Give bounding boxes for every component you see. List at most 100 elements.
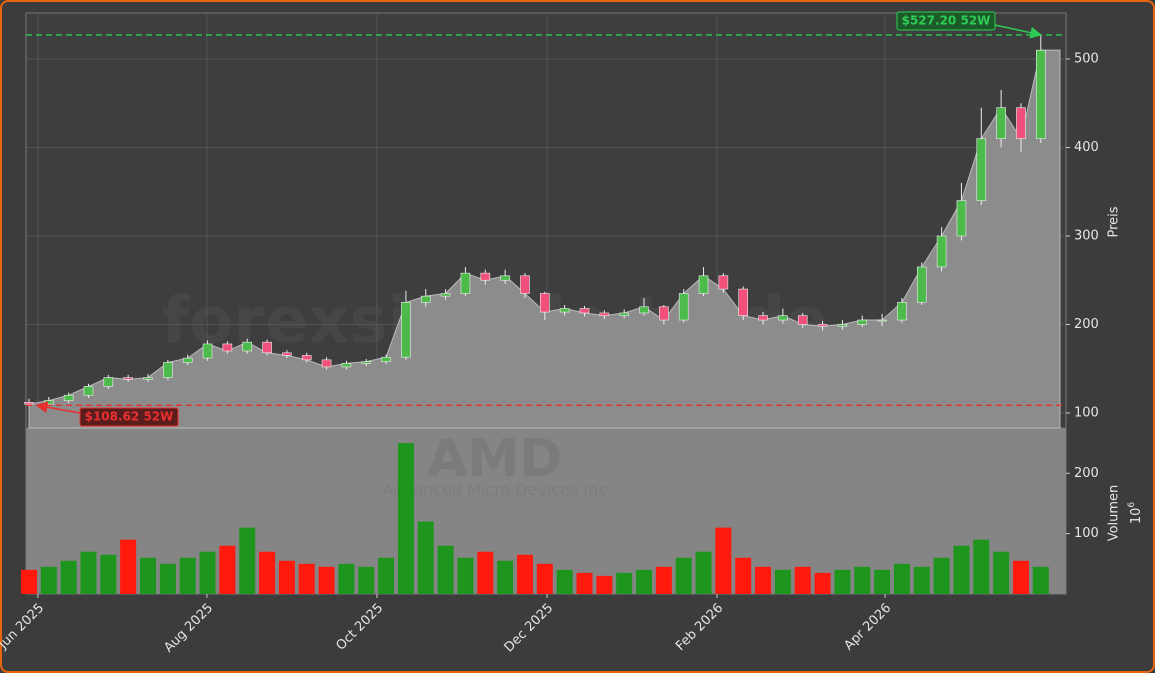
candle-body xyxy=(520,275,530,294)
candle-body xyxy=(916,266,927,303)
candle-body xyxy=(619,312,629,316)
axis-scale-exponent: 6 xyxy=(1127,502,1137,508)
y-tick-label: 100 xyxy=(1074,405,1099,420)
y-tick-label: 300 xyxy=(1074,228,1099,243)
candle-body xyxy=(262,341,272,354)
annotation-box xyxy=(79,407,179,427)
annotation-arrow xyxy=(994,24,1043,39)
x-tick-label: Dec 2025 xyxy=(502,601,557,656)
candle-body xyxy=(1036,49,1046,139)
volume-bar xyxy=(516,554,533,594)
volume-bar xyxy=(60,560,77,594)
volume-bar xyxy=(100,554,117,594)
y-tick-label: 500 xyxy=(1074,52,1099,67)
candle-body xyxy=(440,293,451,297)
candle-body xyxy=(381,356,391,362)
volume-bar xyxy=(457,557,474,594)
candle-body xyxy=(718,275,729,290)
candle-body xyxy=(202,343,213,359)
candle-body xyxy=(63,394,74,401)
candle-body xyxy=(540,293,550,313)
volume-bar xyxy=(874,569,891,594)
y-axis-label: Preis xyxy=(1107,206,1122,237)
candle-body xyxy=(837,324,848,327)
volume-bar xyxy=(159,563,176,594)
volume-bar xyxy=(616,572,633,594)
volume-bar xyxy=(338,563,355,594)
candle-body xyxy=(976,138,987,201)
volume-bar xyxy=(636,569,653,594)
candle-body xyxy=(282,352,292,356)
annotation-box xyxy=(896,11,996,31)
volume-bar xyxy=(735,557,752,594)
candle-body xyxy=(500,275,510,281)
volume-bar xyxy=(556,569,573,594)
volume-bar xyxy=(1012,560,1029,594)
volume-bar xyxy=(893,563,910,594)
candle-body xyxy=(599,312,610,316)
volume-bar xyxy=(278,560,295,594)
candle-body xyxy=(857,319,868,325)
volume-bar xyxy=(80,551,97,594)
candle-body xyxy=(24,402,34,405)
candle-body xyxy=(678,293,689,321)
volume-bar xyxy=(179,557,196,594)
candle-body xyxy=(877,319,887,322)
candle-body xyxy=(242,341,253,352)
candle-body xyxy=(817,324,828,327)
volume-bar xyxy=(40,566,57,594)
volume-bar xyxy=(854,566,871,594)
volume-bar xyxy=(417,521,434,594)
candle-body xyxy=(44,400,54,405)
volume-bar xyxy=(695,551,712,594)
volume-bar xyxy=(576,572,593,594)
candle-body xyxy=(321,359,332,368)
candle-body xyxy=(1016,107,1026,139)
y-tick-label: 400 xyxy=(1074,140,1099,155)
volume-bar xyxy=(219,545,236,594)
candle-body xyxy=(778,315,788,321)
candle-body xyxy=(698,275,709,294)
volume-bar xyxy=(655,566,672,594)
volume-bar xyxy=(715,527,732,594)
x-tick-label: Feb 2026 xyxy=(673,601,726,654)
volume-bar xyxy=(834,569,851,594)
candle-body xyxy=(996,107,1006,139)
volume-bar xyxy=(199,551,216,594)
volume-bar xyxy=(913,566,930,594)
y-tick-label: 200 xyxy=(1074,317,1099,332)
volume-bar xyxy=(20,569,37,594)
volume-bar xyxy=(675,557,692,594)
volume-bar xyxy=(774,569,791,594)
volume-bar xyxy=(298,563,315,594)
volume-bar xyxy=(397,443,414,594)
x-tick-label: Oct 2025 xyxy=(333,601,386,654)
volume-bar xyxy=(814,572,831,594)
candle-body xyxy=(659,306,669,321)
volume-bar xyxy=(497,560,514,594)
volume-bar xyxy=(437,545,454,594)
volume-bar xyxy=(477,551,494,594)
volume-bar xyxy=(953,545,970,594)
candle-body xyxy=(401,302,411,358)
candle-body xyxy=(83,386,94,396)
volume-bar xyxy=(536,563,553,594)
volume-bar xyxy=(358,566,375,594)
candle-body xyxy=(182,357,193,363)
y-axis-label: Volumen xyxy=(1107,485,1122,542)
candle-body xyxy=(361,361,372,364)
volume-bar xyxy=(378,557,395,594)
volume-bar xyxy=(318,566,335,594)
candle-body xyxy=(738,288,749,316)
volume-bar xyxy=(120,539,137,594)
axis-scale: 106 xyxy=(1127,502,1144,525)
candle-body xyxy=(559,308,570,313)
candle-body xyxy=(758,315,768,321)
candle-body xyxy=(341,363,352,368)
candle-body xyxy=(222,343,233,352)
y-tick-label: 100 xyxy=(1074,526,1099,541)
volume-bar xyxy=(239,527,256,594)
candle-body xyxy=(420,295,431,303)
annotation-label: $108.62 52W xyxy=(85,410,174,424)
